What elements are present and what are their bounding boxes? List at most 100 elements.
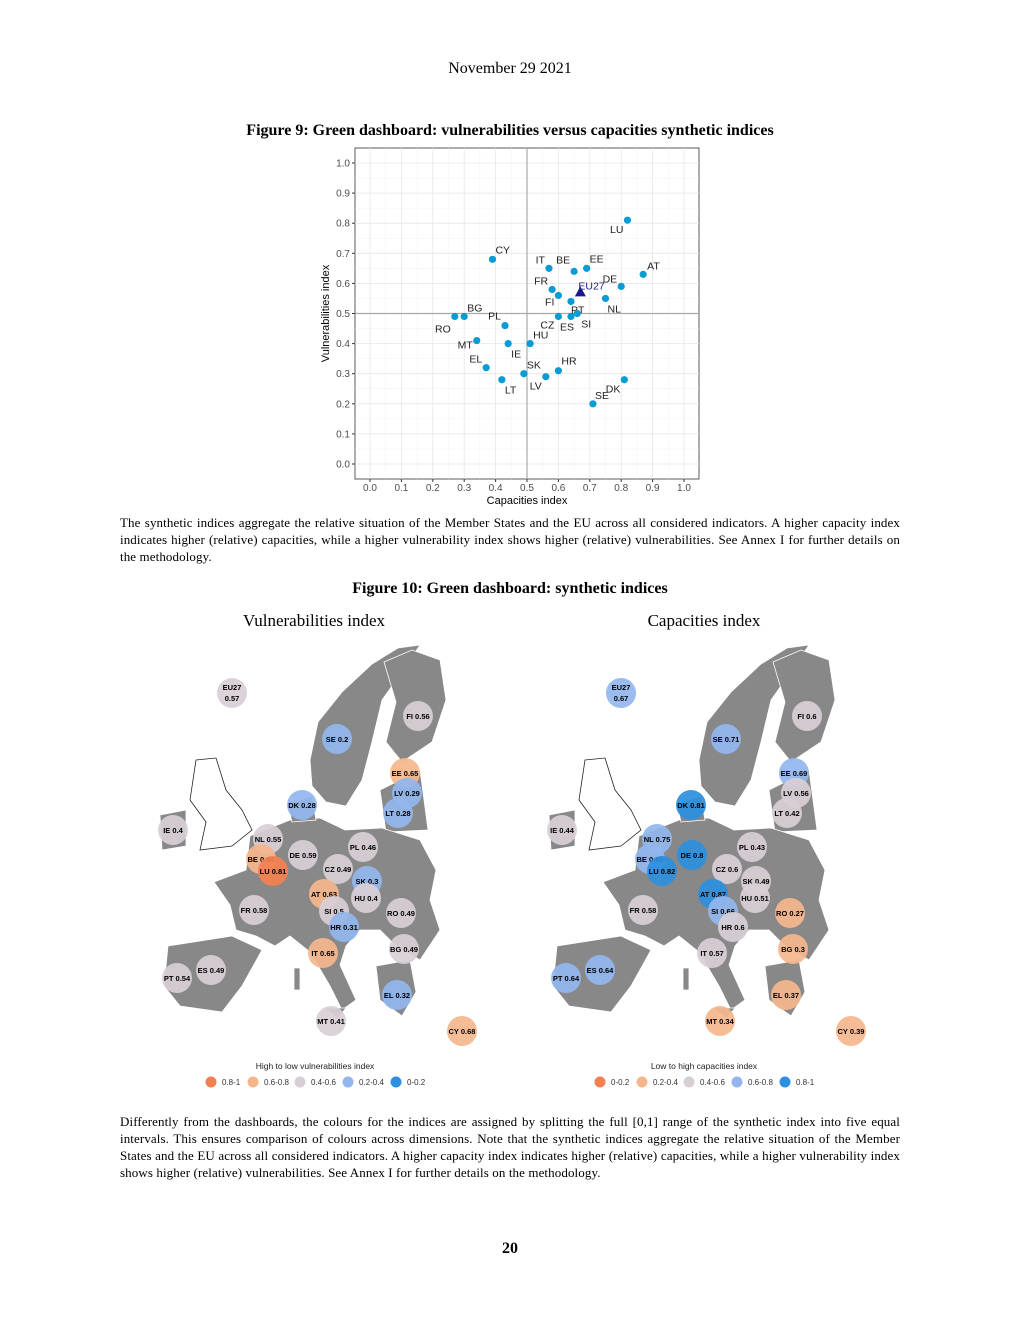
bubble-label: SI 0.66 — [711, 907, 735, 916]
bubble-ro — [386, 898, 416, 928]
point-label: SE — [595, 390, 609, 402]
data-point-el — [482, 364, 490, 372]
point-label: EE — [590, 253, 604, 265]
page-number: 20 — [502, 1240, 518, 1257]
point-label: CZ — [540, 320, 555, 332]
bubble-label: NL 0.75 — [644, 835, 671, 844]
bubble-label: SE 0.2 — [326, 735, 349, 744]
point-label: DE — [603, 273, 618, 285]
legend-label: 0.8-1 — [796, 1078, 815, 1087]
bubble-label: EE 0.69 — [781, 769, 808, 778]
bubble-label: RO 0.49 — [387, 909, 415, 918]
bubble-hr — [329, 912, 359, 942]
bubble-fi — [403, 701, 433, 731]
legend-title: Low to high capacities index — [651, 1061, 758, 1071]
point-label: FI — [545, 296, 554, 308]
bubble-label: FR 0.58 — [630, 906, 657, 915]
point-label: SK — [527, 360, 541, 372]
x-tick-label: 1.0 — [677, 483, 691, 494]
x-tick-label: 0.6 — [551, 483, 565, 494]
bubble-fr — [628, 895, 658, 925]
bubble-it — [697, 938, 727, 968]
data-point-sk — [520, 370, 528, 378]
capacities-map: EU27 0.67 FI 0.6 SE 0.71 EE 0.69 LV 0.56 LT 0.… — [547, 644, 866, 1088]
bubble-label: FI 0.6 — [797, 712, 816, 721]
bubble-label: LU 0.82 — [649, 867, 676, 876]
bubble-lu — [258, 856, 288, 886]
bubble-label: PT 0.54 — [164, 974, 191, 983]
point-label: FR — [534, 275, 548, 287]
bubble-ie — [158, 815, 188, 845]
legend-label: 0.8-1 — [222, 1078, 241, 1087]
point-label: BE — [556, 254, 570, 266]
bubble-se — [322, 724, 352, 754]
bubble-label: PL 0.46 — [350, 843, 376, 852]
bubble-label: HU 0.51 — [741, 894, 769, 903]
legend-label: 0.6-0.8 — [748, 1078, 773, 1087]
y-tick-label: 0.7 — [336, 249, 350, 260]
bubble-label: BG 0.3 — [781, 945, 805, 954]
bubble-eu27 — [217, 678, 247, 708]
bubble-pt — [551, 963, 581, 993]
bubble-value: 0.57 — [225, 694, 240, 703]
bubble-label: LV 0.29 — [394, 789, 420, 798]
data-point-se — [589, 400, 597, 408]
bubble-hr — [718, 912, 748, 942]
bubble-lt — [383, 798, 413, 828]
y-tick-label: 1.0 — [336, 159, 350, 170]
x-tick-label: 0.4 — [489, 483, 503, 494]
data-point-bg — [460, 312, 468, 321]
legend-label: 0.2-0.4 — [359, 1078, 384, 1087]
bubble-label: SE 0.71 — [713, 735, 740, 744]
bubble-label: IT 0.57 — [700, 949, 723, 958]
legend-swatch — [779, 1076, 791, 1088]
bubble-label: NL 0.55 — [255, 835, 282, 844]
bubble-label: SK 0.3 — [356, 877, 379, 886]
bubble-label: EL 0.37 — [773, 991, 799, 1000]
point-label: IT — [536, 254, 546, 266]
figure-9-caption: The synthetic indices aggregate the rela… — [120, 515, 900, 564]
bubble-pl — [737, 832, 767, 862]
bubble-label: BE 0.64 — [247, 855, 275, 864]
bubble-label: ES 0.64 — [587, 966, 615, 975]
data-point-ee — [583, 264, 591, 272]
vulnerabilities-map: EU27 0.57 FI 0.56 SE 0.2 EE 0.65 LV 0.29 LT 0.… — [158, 644, 477, 1088]
x-tick-label: 0.9 — [646, 483, 660, 494]
y-tick-label: 0.9 — [336, 189, 350, 200]
legend-swatch — [683, 1076, 695, 1088]
point-label: LT — [505, 385, 517, 397]
bubble-label: CZ 0.49 — [325, 865, 352, 874]
bubble-label: EU27 — [612, 683, 631, 692]
y-tick-label: 0.5 — [336, 309, 350, 320]
bubble-ro — [775, 898, 805, 928]
point-label: LU — [610, 224, 623, 236]
bubble-fr — [239, 895, 269, 925]
y-tick-label: 0.1 — [336, 429, 350, 440]
point-label: MT — [458, 340, 474, 352]
legend-swatch — [247, 1076, 259, 1088]
bubble-el — [771, 980, 801, 1010]
bubble-de — [288, 840, 318, 870]
bubble-label: CZ 0.6 — [716, 865, 739, 874]
data-point-si — [573, 309, 581, 318]
data-point-cz — [554, 312, 563, 321]
bubble-label: ES 0.49 — [198, 966, 225, 975]
data-point-it — [545, 264, 553, 272]
y-tick-label: 0.8 — [336, 219, 350, 230]
bubble-label: DE 0.8 — [681, 851, 704, 860]
bubble-label: PT 0.64 — [553, 974, 580, 983]
bubble-cy — [836, 1016, 866, 1046]
legend-swatch — [294, 1076, 306, 1088]
bubble-eu27 — [606, 678, 636, 708]
maps: EU27 0.57 FI 0.56 SE 0.2 EE 0.65 LV 0.29 LT 0.… — [158, 644, 866, 1088]
bubble-label: CY 0.39 — [838, 1027, 865, 1036]
x-tick-label: 0.2 — [426, 483, 440, 494]
point-label: RO — [435, 324, 451, 336]
legend-label: 0.4-0.6 — [311, 1078, 336, 1087]
bubble-label: SK 0.49 — [742, 877, 769, 886]
bubble-label: LU 0.81 — [260, 867, 287, 876]
data-point-de — [617, 282, 625, 291]
bubble-de — [677, 840, 707, 870]
bubble-label: AT 0.87 — [700, 890, 726, 899]
legend-swatch — [636, 1076, 648, 1088]
